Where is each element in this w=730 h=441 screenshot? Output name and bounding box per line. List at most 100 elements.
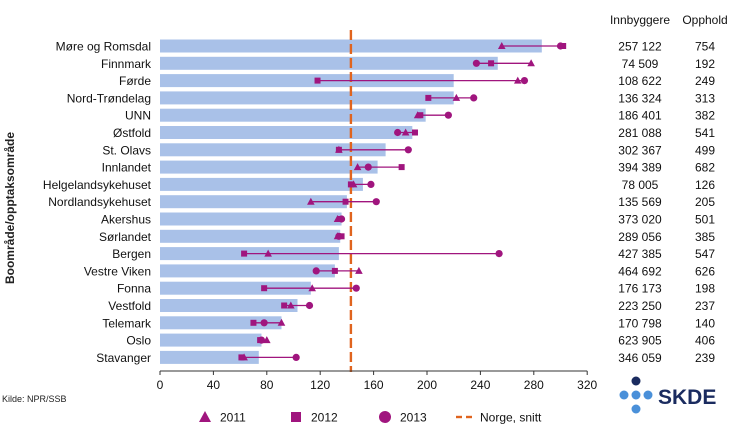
marker-2012 bbox=[398, 164, 405, 171]
stays-value: 237 bbox=[695, 299, 715, 313]
marker-2012 bbox=[241, 250, 248, 257]
category-label: Østfold bbox=[113, 126, 151, 140]
legend: 2011 2012 2013 Norge, snitt bbox=[199, 411, 542, 425]
legend-item: 2011 bbox=[199, 411, 246, 425]
population-value: 223 250 bbox=[618, 299, 662, 313]
population-value: 74 509 bbox=[622, 57, 659, 71]
stays-value: 626 bbox=[695, 264, 715, 278]
marker-2011 bbox=[264, 249, 272, 257]
marker-2013 bbox=[472, 59, 480, 67]
logo-dot bbox=[631, 404, 641, 414]
category-label: UNN bbox=[125, 109, 151, 123]
legend-label: Norge, snitt bbox=[480, 411, 542, 425]
marker-2012 bbox=[347, 181, 354, 188]
logo-dot bbox=[631, 376, 641, 386]
marker-2012 bbox=[238, 354, 245, 361]
population-value: 289 056 bbox=[618, 230, 662, 244]
population-value: 135 569 bbox=[618, 195, 662, 209]
marker-2013 bbox=[404, 146, 412, 154]
marker-2012 bbox=[488, 60, 495, 67]
marker-2013 bbox=[257, 336, 266, 344]
population-value: 170 798 bbox=[618, 316, 662, 330]
bar bbox=[160, 177, 363, 191]
marker-2011 bbox=[452, 93, 461, 101]
population-value: 302 367 bbox=[618, 143, 662, 157]
marker-2013 bbox=[367, 180, 375, 188]
stays-value: 501 bbox=[695, 213, 715, 227]
category-label: Førde bbox=[119, 74, 151, 88]
marker-2013 bbox=[444, 111, 452, 119]
x-tick-label: 0 bbox=[157, 378, 164, 392]
category-label: Fonna bbox=[117, 282, 151, 296]
source-note: Kilde: NPR/SSB bbox=[2, 394, 67, 404]
legend-label: 2012 bbox=[311, 411, 338, 425]
stays-value: 239 bbox=[695, 351, 715, 365]
bar bbox=[160, 126, 413, 139]
category-label: Finnmark bbox=[101, 57, 152, 71]
population-value: 373 020 bbox=[618, 213, 662, 227]
logo-dot bbox=[643, 390, 653, 400]
category-label: Møre og Romsdal bbox=[56, 40, 151, 54]
legend-square-icon bbox=[291, 412, 301, 422]
population-value: 136 324 bbox=[618, 91, 662, 105]
population-value: 186 401 bbox=[618, 109, 662, 123]
marker-2011 bbox=[277, 318, 286, 326]
marker-2011 bbox=[527, 59, 535, 67]
stays-value: 192 bbox=[695, 57, 715, 71]
marker-2011 bbox=[497, 42, 506, 49]
bar bbox=[160, 350, 259, 364]
skde-logo: SKDE bbox=[619, 376, 716, 414]
markers-layer bbox=[238, 42, 567, 361]
population-value: 623 905 bbox=[618, 334, 662, 348]
marker-2011 bbox=[353, 163, 362, 171]
category-label: Vestfold bbox=[108, 299, 151, 313]
marker-2013 bbox=[394, 128, 402, 137]
population-value: 281 088 bbox=[618, 126, 662, 140]
bar bbox=[160, 333, 262, 347]
population-value: 176 173 bbox=[618, 282, 662, 296]
stays-value: 541 bbox=[695, 126, 715, 140]
marker-2013 bbox=[352, 284, 360, 292]
legend-label: 2013 bbox=[400, 411, 427, 425]
marker-2011 bbox=[308, 284, 316, 292]
logo-dot bbox=[631, 390, 641, 400]
marker-2013 bbox=[335, 232, 343, 240]
column-header-stays: Opphold bbox=[682, 13, 727, 27]
stays-value: 385 bbox=[695, 230, 715, 244]
legend-item: 2012 bbox=[291, 411, 338, 425]
bar bbox=[160, 74, 454, 88]
category-label: Innlandet bbox=[102, 161, 152, 175]
category-labels: Møre og Romsdal Finnmark Førde Nord-Trøndel… bbox=[43, 40, 152, 365]
population-value: 346 059 bbox=[618, 351, 662, 365]
population-value: 257 122 bbox=[618, 40, 662, 54]
marker-2011 bbox=[513, 76, 522, 84]
category-label: Nord-Trøndelag bbox=[67, 91, 151, 105]
population-value: 427 385 bbox=[618, 247, 662, 261]
x-tick-label: 240 bbox=[470, 378, 490, 392]
legend-label: 2011 bbox=[220, 411, 246, 425]
marker-2012 bbox=[417, 112, 424, 119]
y-axis-title: Boområde/opptaksområde bbox=[3, 132, 17, 284]
category-label: Akershus bbox=[101, 213, 151, 227]
bars-layer bbox=[160, 39, 542, 364]
marker-2013 bbox=[312, 267, 320, 275]
stays-value: 126 bbox=[695, 178, 715, 192]
bar bbox=[160, 91, 454, 105]
marker-2012 bbox=[281, 302, 288, 309]
column-header-population: Innbyggere bbox=[610, 13, 670, 27]
marker-2012 bbox=[250, 319, 257, 326]
category-label: Helgelandsykehuset bbox=[43, 178, 152, 192]
stays-value: 754 bbox=[695, 40, 715, 54]
bar bbox=[160, 160, 378, 174]
bar bbox=[160, 195, 347, 209]
legend-item: 2013 bbox=[379, 411, 427, 425]
marker-2013 bbox=[337, 215, 346, 223]
marker-2013 bbox=[556, 42, 565, 50]
category-label: Vestre Viken bbox=[84, 264, 151, 278]
marker-2012 bbox=[425, 94, 432, 101]
marker-2013 bbox=[292, 353, 300, 361]
x-tick-label: 80 bbox=[260, 378, 274, 392]
data-table: Innbyggere Opphold 257 122 754 74 509 192 108 … bbox=[610, 13, 728, 365]
marker-2012 bbox=[335, 146, 342, 153]
